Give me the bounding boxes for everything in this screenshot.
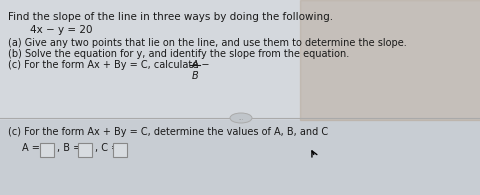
Text: (c) For the form Ax + By = C, determine the values of A, B, and C: (c) For the form Ax + By = C, determine … xyxy=(8,127,327,137)
Text: (c) For the form Ax + By = C, calculate −: (c) For the form Ax + By = C, calculate … xyxy=(8,60,209,70)
Text: , C =: , C = xyxy=(95,143,119,153)
Text: (b) Solve the equation for y, and identify the slope from the equation.: (b) Solve the equation for y, and identi… xyxy=(8,49,348,59)
Text: Find the slope of the line in three ways by doing the following.: Find the slope of the line in three ways… xyxy=(8,12,333,22)
Text: B: B xyxy=(191,71,198,81)
Text: A: A xyxy=(192,60,198,70)
Text: A =: A = xyxy=(22,143,40,153)
Bar xyxy=(300,0,480,120)
FancyBboxPatch shape xyxy=(78,143,92,157)
Bar xyxy=(0,120,480,195)
Bar xyxy=(0,0,480,120)
FancyBboxPatch shape xyxy=(113,143,127,157)
FancyBboxPatch shape xyxy=(40,143,54,157)
Ellipse shape xyxy=(229,113,252,123)
Text: , B =: , B = xyxy=(57,143,81,153)
Text: (a) Give any two points that lie on the line, and use them to determine the slop: (a) Give any two points that lie on the … xyxy=(8,38,406,48)
Text: 4x − y = 20: 4x − y = 20 xyxy=(30,25,92,35)
Text: ...: ... xyxy=(238,115,243,121)
